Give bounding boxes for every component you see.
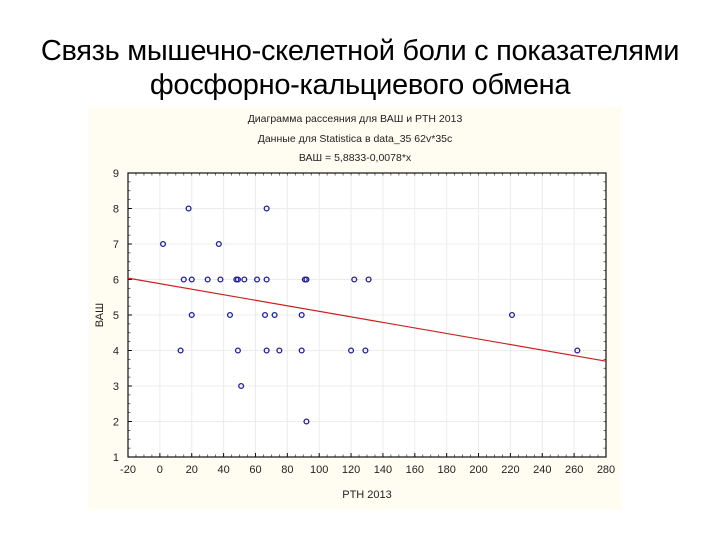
data-point [188,276,195,283]
data-point [160,240,167,248]
x-tick-label: 140 [374,464,392,476]
x-axis-ticks: -20 0 20 40 60 80 100 120 140 160 180 200 220 240 260 2… [120,453,615,476]
data-point [362,347,369,354]
data-point [254,276,261,283]
x-tick-label: 200 [469,464,487,476]
y-tick-label: 6 [113,275,119,287]
data-point [180,276,187,283]
data-point [215,240,222,248]
data-point [298,347,305,354]
x-tick-label: 180 [437,464,455,476]
data-point [276,347,283,354]
y-tick-label: 1 [113,452,119,464]
data-point [365,276,372,283]
data-point [217,276,224,283]
regression-line [127,277,607,362]
x-tick-label: 0 [157,464,163,476]
data-point [263,276,270,283]
y-tick-label: 4 [113,346,119,358]
y-tick-label: 3 [113,381,119,393]
y-axis-ticks: 1 2 3 4 5 6 7 8 9 [113,168,132,464]
y-tick-label: 8 [113,204,119,216]
data-point [298,311,305,319]
regression-equation: ВАШ = 5,8833-0,0078*x [298,152,412,164]
x-tick-label: 260 [565,464,583,476]
x-tick-label: 100 [310,464,328,476]
data-point [574,347,581,354]
data-point [226,311,234,319]
x-tick-label: 60 [249,464,261,476]
data-point [234,276,241,283]
x-tick-label: 80 [281,464,293,476]
data-point [303,418,310,425]
data-point [241,276,248,283]
y-tick-label: 9 [113,168,119,180]
x-tick-label: 280 [597,464,615,476]
slide-title-line-1: Связь мышечно-скелетной боли с показател… [40,35,680,67]
data-point [263,347,270,354]
slide-title: Связь мышечно-скелетной боли с показател… [0,34,720,102]
data-point [177,347,184,354]
x-tick-label: 160 [406,464,424,476]
y-axis-title: ВАШ [94,303,106,327]
y-tick-label: 2 [113,417,119,429]
data-point [185,205,192,212]
data-point [303,276,310,283]
chart-title: Диаграмма рассеяния для ВАШ и PTH 2013 [247,113,463,125]
data-point [188,311,195,319]
x-tick-label: 20 [186,464,198,476]
x-tick-label: 220 [501,464,519,476]
data-point [234,347,241,354]
y-tick-label: 5 [113,310,119,322]
data-point [508,311,516,319]
y-tick-label: 7 [113,239,119,251]
data-point [238,382,245,390]
data-point [204,276,211,283]
x-tick-label: 120 [342,464,360,476]
x-tick-label: -20 [120,464,136,476]
data-points [160,205,581,425]
x-axis-title: PTH 2013 [342,489,392,501]
data-point [261,311,269,319]
chart-subtitle: Данные для Statistica в data_35 62v*35c [257,133,453,145]
data-point [271,311,278,319]
data-point [351,276,358,283]
slide-title-line-2: фосфорно-кальциевого обмена [149,69,571,101]
data-point [263,205,270,212]
data-point [348,347,355,354]
x-tick-label: 40 [217,464,229,476]
x-tick-label: 240 [533,464,551,476]
